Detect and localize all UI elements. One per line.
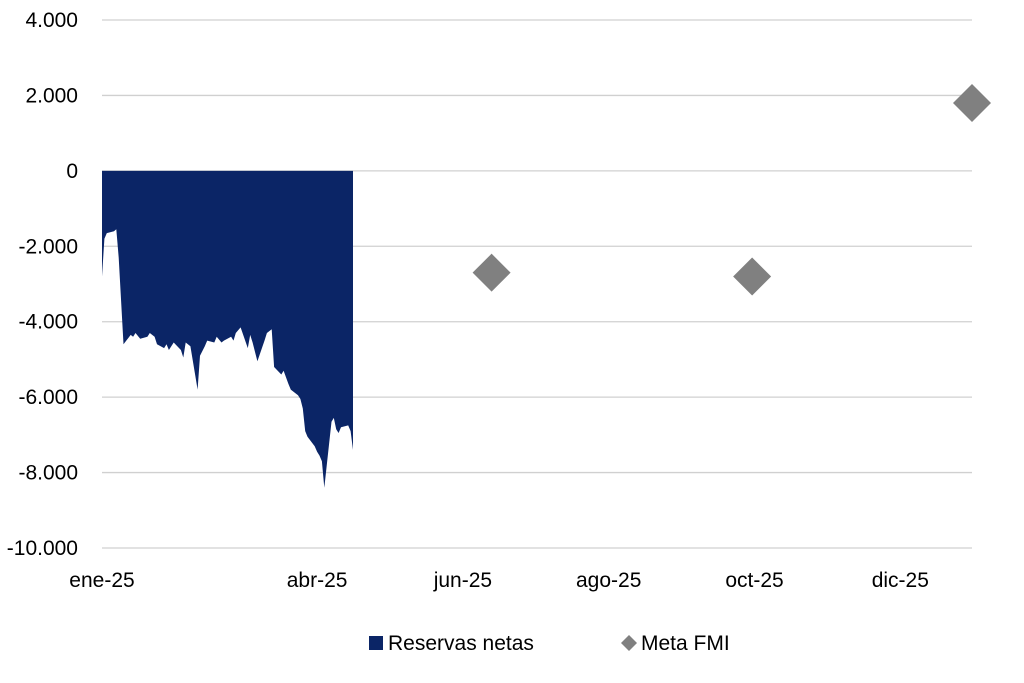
legend-label-meta-fmi: Meta FMI — [641, 632, 730, 655]
legend-swatch-meta-fmi — [621, 635, 637, 651]
x-axis-ticks: ene-25 abr-25 jun-25 ago-25 oct-25 dic-25 — [69, 569, 929, 592]
meta-fmi-point — [733, 257, 772, 296]
y-tick-label: -6.000 — [18, 386, 78, 409]
x-tick-label: abr-25 — [287, 569, 348, 592]
y-tick-label: 2.000 — [25, 84, 78, 107]
meta-fmi-series — [472, 83, 991, 296]
x-tick-label: jun-25 — [433, 569, 492, 592]
y-tick-label: 0 — [66, 160, 78, 183]
meta-fmi-point — [953, 83, 991, 122]
legend-swatch-reservas-netas — [369, 636, 383, 650]
y-tick-label: -4.000 — [18, 311, 78, 334]
y-tick-label: -10.000 — [7, 537, 78, 560]
x-tick-label: oct-25 — [725, 569, 783, 592]
reservas-netas-series — [102, 170, 353, 488]
x-tick-label: ene-25 — [69, 569, 134, 592]
x-tick-label: dic-25 — [872, 569, 929, 592]
x-tick-label: ago-25 — [576, 569, 641, 592]
y-tick-label: -2.000 — [18, 235, 78, 258]
legend-label-reservas-netas: Reservas netas — [388, 632, 534, 655]
meta-fmi-point — [472, 253, 511, 292]
reservas-netas-area — [102, 170, 353, 488]
y-axis-ticks: 4.000 2.000 0 -2.000 -4.000 -6.000 -8.000 -10.0… — [7, 9, 78, 560]
y-tick-label: 4.000 — [25, 9, 78, 32]
y-tick-label: -8.000 — [18, 462, 78, 485]
legend: Reservas netas Meta FMI — [369, 632, 730, 655]
